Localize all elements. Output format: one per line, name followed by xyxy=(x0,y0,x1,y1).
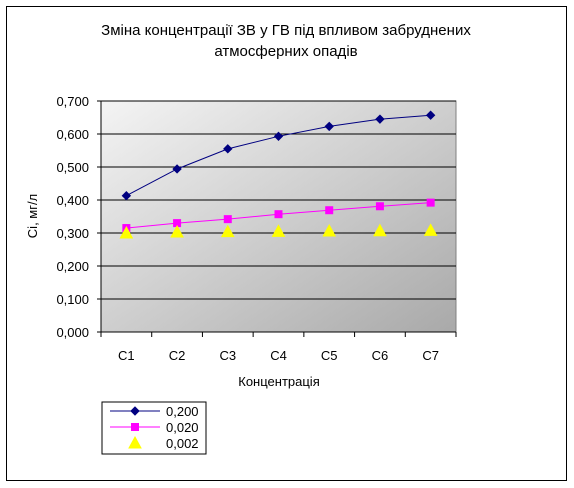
chart-title-line-2: атмосферних опадів xyxy=(214,43,357,60)
y-tick-labels: 0,000 0,100 0,200 0,300 0,400 0,500 0,600 0,700 xyxy=(56,94,89,340)
data-point xyxy=(119,225,134,239)
data-point xyxy=(375,114,385,124)
chart-title-line-1: Зміна концентрації ЗВ у ГВ під впливом з… xyxy=(101,22,471,39)
x-tick-labels: С1 С2 С3 С4 С5 С6 С7 xyxy=(100,332,457,363)
y-tick-label: 0,300 xyxy=(56,226,89,241)
legend-marker xyxy=(131,423,139,431)
x-tick-label: С4 xyxy=(270,348,287,363)
data-point xyxy=(170,224,184,238)
x-axis-title: Концентрація xyxy=(238,374,319,389)
data-point xyxy=(322,223,337,237)
x-tick-label: С3 xyxy=(219,348,236,363)
legend-marker xyxy=(128,435,142,449)
data-point xyxy=(172,164,182,174)
y-tick-label: 0,400 xyxy=(56,193,89,208)
x-tick-label: С7 xyxy=(422,348,439,363)
series-layer xyxy=(119,110,438,239)
data-point xyxy=(425,110,436,120)
data-point xyxy=(274,210,283,219)
series-3 xyxy=(119,223,438,239)
data-point xyxy=(375,202,384,211)
y-axis-title: Сі, мг/л xyxy=(25,194,40,238)
y-tick-label: 0,200 xyxy=(56,259,89,274)
data-point xyxy=(373,223,387,237)
legend-marker xyxy=(130,406,140,416)
data-point xyxy=(220,224,235,238)
data-point xyxy=(223,144,233,154)
data-point xyxy=(273,131,284,142)
y-tick-label: 0,600 xyxy=(56,127,89,142)
y-tick-label: 0,700 xyxy=(56,94,89,109)
y-tick-label: 0,100 xyxy=(56,292,89,307)
x-tick-label: С6 xyxy=(372,348,389,363)
data-point xyxy=(271,224,286,237)
x-tick-label: С5 xyxy=(321,348,338,363)
data-point xyxy=(325,206,334,215)
y-tick-label: 0,500 xyxy=(56,160,89,175)
series-1 xyxy=(121,110,436,201)
x-tick-label: С1 xyxy=(118,348,135,363)
data-point xyxy=(121,191,132,201)
legend-label: 0,002 xyxy=(166,436,199,451)
legend-label: 0,020 xyxy=(166,420,199,435)
data-point xyxy=(426,198,435,207)
data-point xyxy=(423,223,438,236)
data-point xyxy=(324,121,334,132)
y-tick-label: 0,000 xyxy=(56,325,89,340)
legend-label: 0,200 xyxy=(166,404,199,419)
data-point xyxy=(223,215,232,224)
x-tick-label: С2 xyxy=(169,348,186,363)
